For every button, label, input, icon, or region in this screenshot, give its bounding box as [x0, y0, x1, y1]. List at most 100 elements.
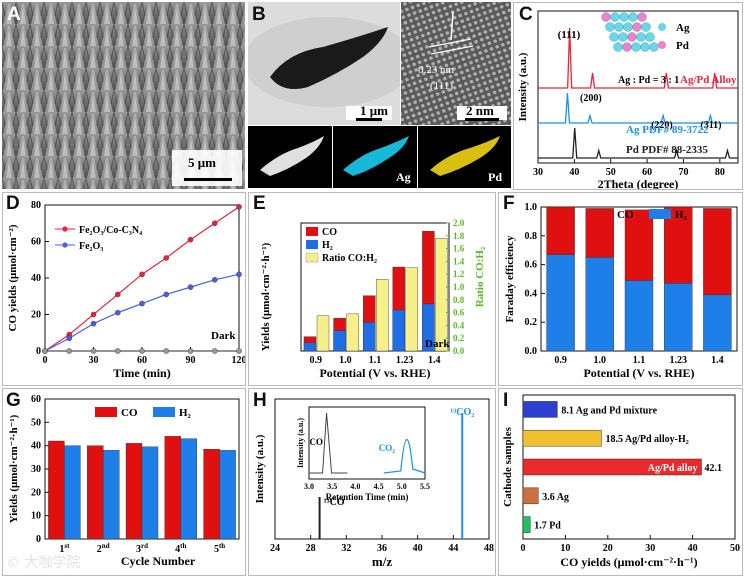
data-point [211, 277, 218, 283]
y-axis-label: Yields (μmol·cm⁻²·h⁻¹) [8, 414, 20, 523]
y2-tick-label: 1.2 [453, 269, 465, 279]
crystal-atom [613, 42, 623, 52]
xrd-series-2 [538, 127, 738, 159]
x-tick-label: 1st [59, 542, 70, 555]
legend-h2-label: H₂ [179, 407, 192, 419]
inset-x-tick-label: 5.0 [397, 482, 407, 491]
data-point [236, 348, 242, 354]
data-point [114, 291, 121, 298]
x-tick-suffix: th [180, 542, 186, 550]
crystal-atom [622, 42, 632, 52]
legend-h2-label: H₂ [322, 240, 333, 251]
series-label-pd: Pd PDF# 88-2335 [626, 144, 708, 156]
panel-g-cycle-chart: 0 10 20 30 40 50 60 1st 2nd 3rd 4th 5th Cycle Number… [2, 388, 246, 576]
panel-label-c: C [519, 4, 533, 25]
hbar-0 [522, 401, 558, 418]
legend-label-1: Fe₂O₃/Co-C₃N₄ [79, 225, 142, 236]
panel-f-faraday-chart: 0.0 0.2 0.4 0.6 0.8 1.0 0.9 1.0 1.1 1.23 1.4 Potent… [498, 192, 743, 386]
bar-h2 [546, 254, 575, 352]
peak-label-13co2: ¹³CO₂ [450, 407, 474, 418]
y2-tick-label: 0.4 [453, 320, 465, 330]
peak-label: (111) [558, 29, 581, 41]
data-point [187, 236, 194, 243]
bar-h2 [585, 257, 615, 352]
series-label-ag: Ag PDF# 89-3722 [626, 124, 709, 136]
inset-peak-co2 [383, 438, 426, 474]
inset-label-co: CO [310, 437, 324, 447]
x-tick-suffix: st [64, 542, 70, 550]
x-axis-label: 2Theta (degree) [598, 177, 679, 190]
x-tick-label: 36 [377, 543, 387, 554]
y-tick-label: 20 [31, 487, 41, 498]
hbar-4 [522, 516, 531, 533]
bar-h2 [392, 309, 406, 352]
hbar-3 [522, 487, 539, 505]
legend-co-swatch [95, 407, 117, 417]
dark-label: Dark [211, 330, 236, 342]
inset-peak-co [309, 412, 348, 474]
x-tick-label: 0 [43, 355, 48, 366]
legend-co-label: CO [617, 209, 634, 221]
panel-label-f: F [503, 193, 515, 214]
hbar-value-2: 42.1 [705, 463, 723, 474]
x-tick-label: 20 [603, 543, 613, 554]
y-tick-label: 0.4 [525, 288, 538, 299]
x-tick-label: 1.4 [711, 355, 724, 366]
sem-texture [2, 2, 245, 189]
legend-co-label: CO [322, 227, 337, 238]
bar-co [203, 448, 220, 540]
x-tick-label: 1.0 [594, 355, 607, 366]
crystal-atom [605, 22, 615, 32]
x-axis-label: Cycle Number [121, 554, 196, 568]
watermark: © 大咖学院 [6, 555, 81, 571]
x-tick-label: 40 [569, 167, 579, 178]
y2-tick-label: 1.8 [453, 231, 465, 241]
crystal-atom [627, 32, 637, 42]
x-axis-label: m/z [372, 554, 392, 569]
y-tick-label: 0 [36, 534, 41, 545]
scale-bar [184, 178, 232, 181]
bar-h2 [64, 445, 81, 540]
bar-h2 [422, 303, 435, 352]
xrd-series-1 [538, 92, 738, 124]
inset-x-tick-label: 3.0 [304, 482, 314, 491]
crystal-atom [632, 22, 642, 32]
crystal-atom [631, 42, 641, 52]
hbar-label-2: Ag/Pd alloy [648, 463, 698, 474]
y-tick-label: 20 [31, 310, 41, 321]
scale-bar-label-b1: 1 μm [360, 103, 388, 118]
bar-co [624, 209, 654, 281]
data-point [187, 284, 194, 290]
x-tick-label: 60 [137, 355, 147, 366]
x-tick-label: 5th [214, 542, 225, 555]
bar-ratio [316, 315, 330, 352]
y-tick-label: 0.2 [525, 317, 538, 328]
data-point [66, 335, 73, 342]
crystal-atom [619, 12, 629, 22]
bar-ratio [375, 279, 389, 352]
y2-tick-label: 1.4 [453, 256, 465, 266]
y2-tick-label: 2.0 [453, 218, 465, 228]
x-tick-label: 32 [341, 543, 351, 554]
x-axis-label: Potential (V vs. RHE) [583, 366, 694, 380]
panel-b-ag-map [333, 126, 417, 188]
legend-h2-label: H₂ [675, 209, 688, 221]
hbar-label-4: 1.7 Pd [534, 521, 561, 532]
bar-h2 [333, 330, 346, 352]
crystal-atom [609, 32, 619, 42]
legend-ag-marker [658, 23, 666, 31]
crystal-atom [601, 12, 611, 22]
panel-label-d: D [6, 193, 20, 214]
y-tick-label: 30 [31, 464, 41, 475]
map-label-pd: Pd [488, 170, 503, 184]
legend-marker-2 [62, 242, 68, 248]
series-line-1 [44, 273, 240, 352]
crystal-atom [614, 22, 624, 32]
x-tick-label: 2nd [97, 542, 110, 555]
bar-co [546, 206, 575, 255]
bar-ratio [405, 267, 419, 352]
peak-label-13co: ¹³CO [324, 497, 345, 508]
inset-x-tick-label: 4.0 [350, 482, 360, 491]
crystal-atom [641, 22, 651, 32]
y-tick-label: 40 [31, 441, 41, 452]
